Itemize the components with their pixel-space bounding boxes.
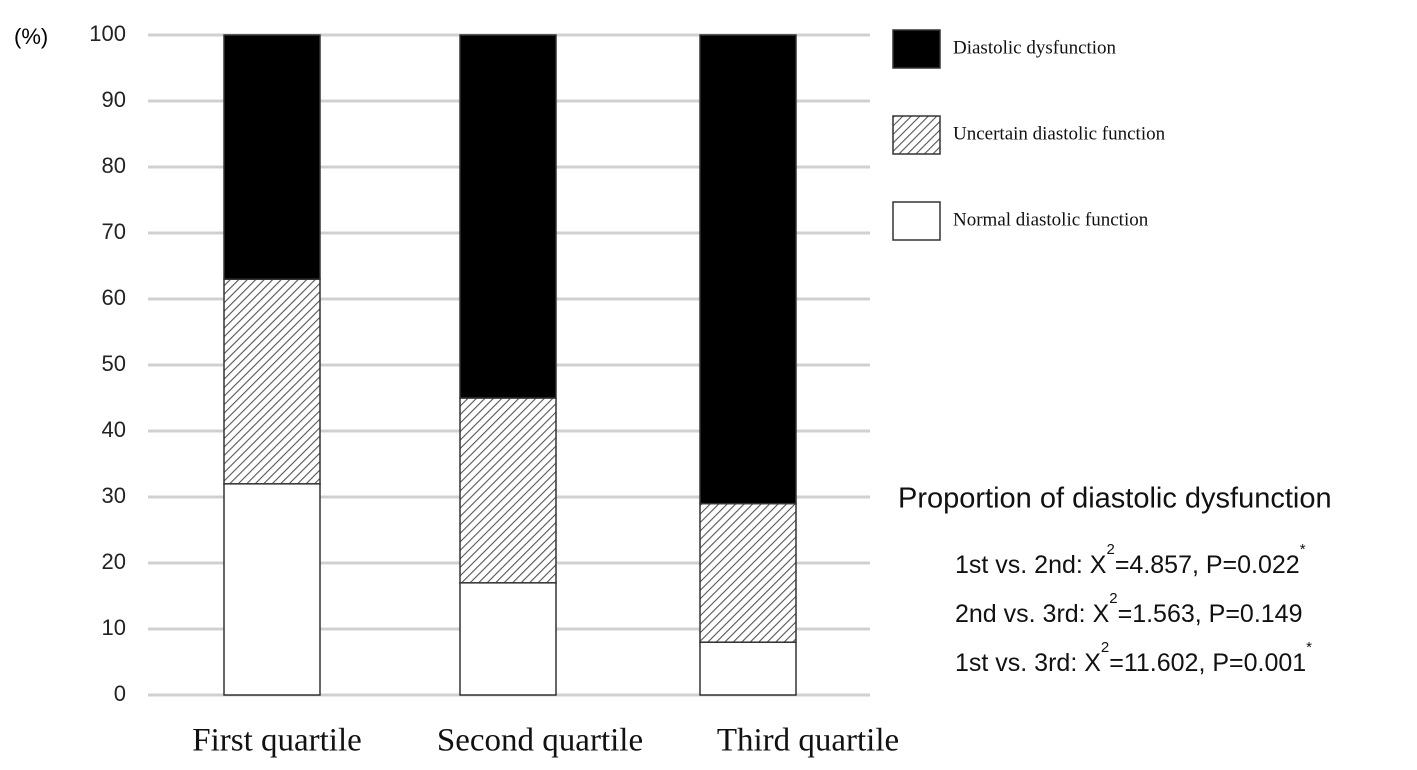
legend-label: Uncertain diastolic function xyxy=(953,123,1166,144)
bar-segment xyxy=(223,483,321,696)
y-axis-label: (%) xyxy=(14,24,48,49)
y-tick-label: 80 xyxy=(102,153,126,178)
y-tick-label: 50 xyxy=(102,351,126,376)
y-tick-label: 30 xyxy=(102,483,126,508)
legend-swatch xyxy=(892,29,941,69)
bar-segment xyxy=(223,34,321,280)
annotation-superscript: 2 xyxy=(1101,639,1109,656)
annotation-superscript: 2 xyxy=(1106,541,1114,558)
y-tick-label: 0 xyxy=(114,681,126,706)
annotation-line: 2nd vs. 3rd: X2=1.563, P=0.149 xyxy=(955,590,1302,628)
annotation-text: =4.857, P=0.022 xyxy=(1115,551,1300,579)
bar-segment xyxy=(459,34,557,399)
x-tick-label: Third quartile xyxy=(717,723,899,759)
annotation-text: 1st vs. 3rd: X xyxy=(955,649,1101,677)
annotation-mark: * xyxy=(1300,541,1306,558)
y-tick-label: 10 xyxy=(102,615,126,640)
bar-segment xyxy=(223,278,321,485)
bar-segment xyxy=(699,641,797,696)
legend-label: Normal diastolic function xyxy=(953,209,1149,230)
y-tick-label: 60 xyxy=(102,285,126,310)
annotation-text: =1.563, P=0.149 xyxy=(1118,600,1303,628)
legend-label: Diastolic dysfunction xyxy=(953,37,1117,58)
y-tick-label: 100 xyxy=(89,21,126,46)
bar-segment xyxy=(699,34,797,505)
annotation-title: Proportion of diastolic dysfunction xyxy=(898,483,1332,515)
annotation-line: 1st vs. 2nd: X2=4.857, P=0.022* xyxy=(955,541,1306,579)
bar-segment xyxy=(699,502,797,643)
annotation-text: 1st vs. 2nd: X xyxy=(955,551,1107,579)
annotation-text: =11.602, P=0.001 xyxy=(1109,649,1306,677)
bar-segment xyxy=(459,582,557,696)
annotation-text: 2nd vs. 3rd: X xyxy=(955,600,1110,628)
annotation-superscript: 2 xyxy=(1109,590,1117,607)
legend-swatch xyxy=(892,201,941,241)
y-tick-label: 20 xyxy=(102,549,126,574)
annotation-line: 1st vs. 3rd: X2=11.602, P=0.001* xyxy=(955,639,1312,677)
x-tick-label: First quartile xyxy=(192,723,362,759)
y-tick-label: 90 xyxy=(102,87,126,112)
y-tick-label: 70 xyxy=(102,219,126,244)
bar-segment xyxy=(459,397,557,584)
annotation-mark: * xyxy=(1306,639,1312,656)
x-tick-label: Second quartile xyxy=(437,723,643,759)
legend-swatch xyxy=(892,115,941,155)
y-tick-label: 40 xyxy=(102,417,126,442)
